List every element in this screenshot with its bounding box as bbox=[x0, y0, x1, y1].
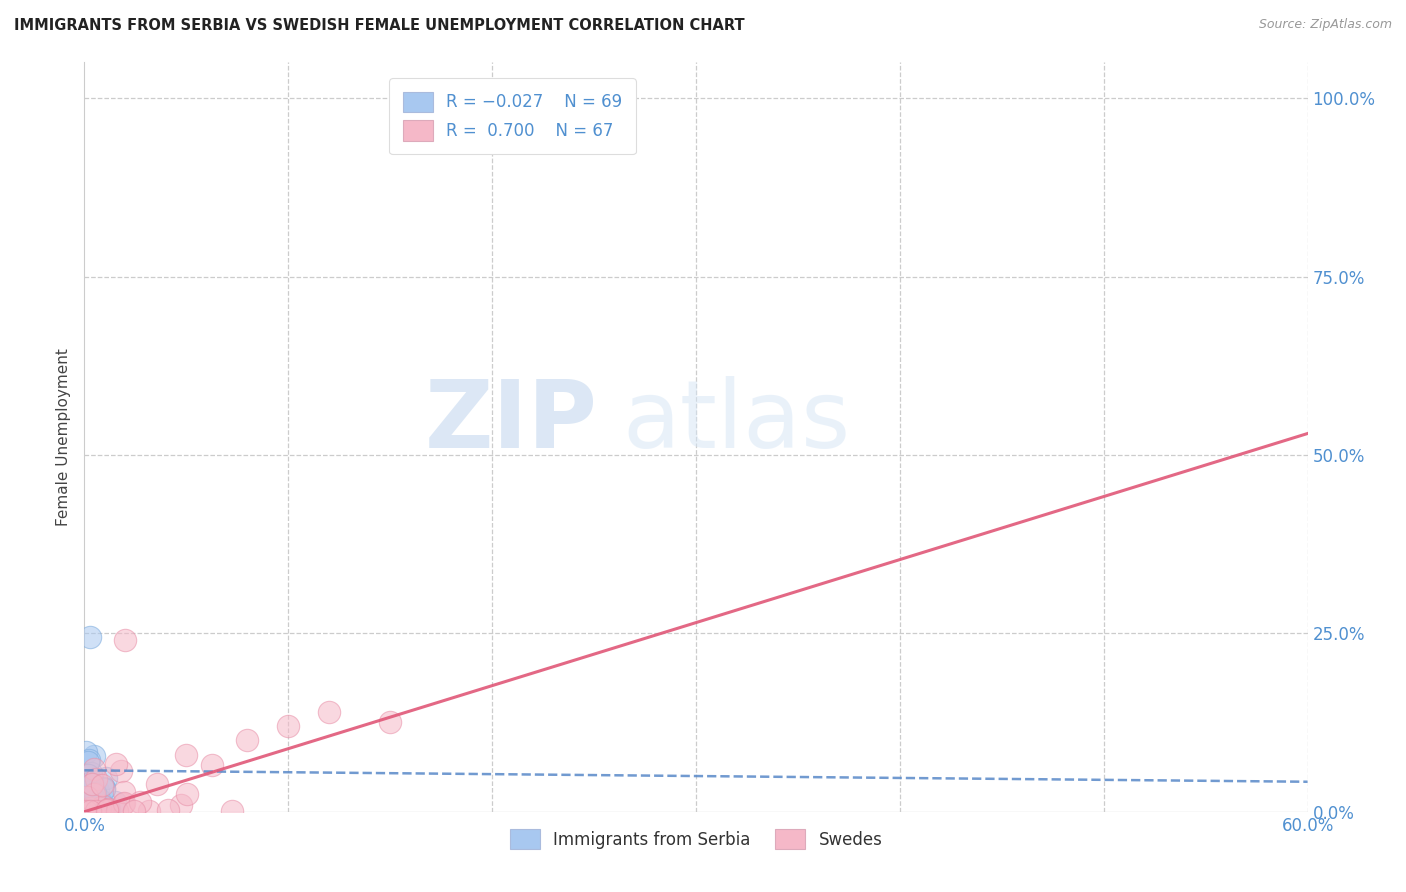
Point bbox=[221, 804, 243, 818]
Point bbox=[111, 797, 134, 811]
Point bbox=[112, 785, 135, 799]
Point bbox=[77, 755, 100, 769]
Point bbox=[76, 778, 98, 792]
Point bbox=[104, 795, 127, 809]
Point bbox=[77, 803, 100, 817]
Point bbox=[236, 733, 259, 747]
Text: IMMIGRANTS FROM SERBIA VS SWEDISH FEMALE UNEMPLOYMENT CORRELATION CHART: IMMIGRANTS FROM SERBIA VS SWEDISH FEMALE… bbox=[14, 18, 745, 33]
Point bbox=[79, 795, 101, 809]
Point bbox=[80, 765, 103, 780]
Point bbox=[91, 778, 114, 792]
Point bbox=[157, 803, 180, 817]
Point bbox=[146, 777, 169, 791]
Point bbox=[75, 782, 97, 797]
Point bbox=[79, 803, 101, 817]
Point bbox=[77, 776, 100, 790]
Point bbox=[79, 801, 101, 815]
Point bbox=[174, 747, 197, 762]
Point bbox=[105, 757, 128, 772]
Point bbox=[96, 771, 118, 785]
Point bbox=[90, 804, 112, 818]
Legend: Immigrants from Serbia, Swedes: Immigrants from Serbia, Swedes bbox=[503, 822, 889, 855]
Point bbox=[200, 757, 222, 772]
Point bbox=[83, 793, 105, 807]
Point bbox=[97, 802, 120, 816]
Point bbox=[76, 798, 98, 813]
Point bbox=[91, 804, 114, 818]
Point bbox=[84, 797, 107, 812]
Point bbox=[75, 802, 97, 816]
Point bbox=[76, 790, 98, 805]
Point bbox=[80, 794, 103, 808]
Point bbox=[84, 804, 107, 818]
Point bbox=[79, 804, 101, 818]
Point bbox=[75, 795, 97, 809]
Point bbox=[77, 753, 100, 767]
Point bbox=[138, 804, 160, 818]
Point bbox=[79, 630, 101, 644]
Point bbox=[76, 789, 98, 803]
Point bbox=[87, 804, 110, 818]
Point bbox=[75, 793, 97, 807]
Point bbox=[83, 749, 105, 764]
Point bbox=[122, 804, 145, 818]
Point bbox=[77, 776, 100, 790]
Point bbox=[89, 791, 111, 805]
Point bbox=[105, 804, 128, 818]
Point bbox=[76, 791, 98, 805]
Point bbox=[93, 782, 115, 797]
Point bbox=[96, 804, 118, 818]
Point bbox=[76, 804, 98, 818]
Point bbox=[79, 803, 101, 817]
Point bbox=[77, 794, 100, 808]
Point bbox=[75, 745, 97, 759]
Point bbox=[97, 803, 120, 817]
Point bbox=[110, 764, 132, 778]
Point bbox=[96, 803, 118, 817]
Text: ZIP: ZIP bbox=[425, 376, 598, 468]
Point bbox=[82, 803, 104, 817]
Y-axis label: Female Unemployment: Female Unemployment bbox=[56, 348, 72, 526]
Point bbox=[75, 793, 97, 807]
Point bbox=[76, 785, 98, 799]
Point bbox=[93, 780, 115, 795]
Point bbox=[82, 797, 104, 812]
Point bbox=[80, 772, 103, 786]
Point bbox=[83, 762, 105, 776]
Point bbox=[277, 719, 299, 733]
Point bbox=[77, 787, 100, 801]
Point bbox=[75, 804, 97, 818]
Point bbox=[77, 767, 100, 781]
Point bbox=[169, 798, 191, 813]
Point bbox=[93, 800, 115, 814]
Point bbox=[79, 802, 101, 816]
Point bbox=[84, 785, 107, 799]
Point bbox=[79, 778, 101, 792]
Point bbox=[318, 705, 340, 719]
Point bbox=[91, 799, 114, 814]
Point bbox=[79, 798, 101, 813]
Point bbox=[75, 798, 97, 813]
Point bbox=[89, 801, 111, 815]
Point bbox=[86, 784, 108, 798]
Point bbox=[83, 787, 105, 801]
Point bbox=[84, 794, 107, 808]
Point bbox=[86, 772, 108, 787]
Point bbox=[83, 791, 105, 805]
Point bbox=[380, 714, 402, 729]
Text: Source: ZipAtlas.com: Source: ZipAtlas.com bbox=[1258, 18, 1392, 31]
Point bbox=[75, 801, 97, 815]
Text: atlas: atlas bbox=[623, 376, 851, 468]
Point bbox=[176, 787, 198, 801]
Point bbox=[79, 799, 101, 814]
Point bbox=[77, 776, 100, 790]
Point bbox=[86, 795, 108, 809]
Point bbox=[114, 633, 136, 648]
Point bbox=[112, 796, 135, 810]
Point bbox=[129, 795, 152, 809]
Point bbox=[82, 777, 104, 791]
Point bbox=[79, 783, 101, 797]
